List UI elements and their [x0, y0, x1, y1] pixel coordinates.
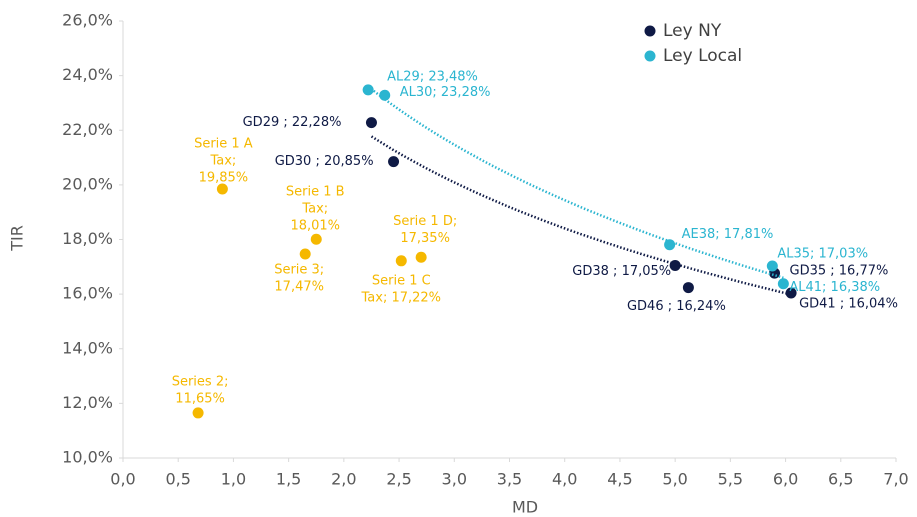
x-tick-label: 3,5: [497, 470, 522, 489]
data-label: 11,65%: [175, 391, 225, 406]
point: [415, 251, 427, 263]
point: [310, 233, 322, 245]
x-tick-label: 1,0: [221, 470, 246, 489]
point: [395, 255, 407, 267]
point: [682, 282, 694, 294]
data-label: Serie 1 D;: [393, 214, 457, 229]
x-tick-label: 4,0: [552, 470, 577, 489]
legend-marker: [644, 25, 656, 37]
data-label: Tax; 17,22%: [361, 290, 442, 305]
point: [362, 84, 374, 96]
data-label: AL29; 23,48%: [387, 69, 478, 84]
y-tick-label: 10,0%: [62, 448, 113, 467]
point: [766, 260, 778, 272]
data-label: AL35; 17,03%: [777, 246, 868, 261]
x-axis-title: MD: [512, 498, 538, 517]
data-label: GD38 ; 17,05%: [572, 264, 671, 279]
point: [388, 156, 400, 168]
data-label: Tax;: [301, 202, 328, 217]
point: [299, 248, 311, 260]
data-label: 17,47%: [274, 279, 324, 294]
data-label: 19,85%: [199, 170, 249, 185]
x-tick-label: 7,0: [883, 470, 908, 489]
data-label: Series 2;: [172, 374, 229, 389]
trendline: [370, 135, 792, 296]
data-label: 18,01%: [290, 219, 340, 234]
y-tick-label: 12,0%: [62, 393, 113, 412]
data-label: AL41; 16,38%: [789, 280, 880, 295]
point: [216, 183, 228, 195]
data-label: GD30 ; 20,85%: [275, 154, 374, 169]
data-label: AL30; 23,28%: [400, 85, 491, 100]
x-tick-label: 6,0: [773, 470, 798, 489]
y-tick-label: 14,0%: [62, 338, 113, 357]
data-label: Tax;: [209, 153, 236, 168]
data-label: Serie 1 A: [194, 136, 253, 151]
data-label: GD41 ; 16,04%: [799, 297, 898, 312]
data-label: GD46 ; 16,24%: [627, 299, 726, 314]
point: [192, 407, 204, 419]
y-tick-label: 24,0%: [62, 65, 113, 84]
data-label: Serie 1 B: [286, 185, 345, 200]
legend-marker: [644, 50, 656, 62]
trendline: [367, 85, 784, 279]
x-tick-label: 2,0: [331, 470, 356, 489]
y-tick-label: 26,0%: [62, 11, 113, 30]
x-tick-label: 5,5: [718, 470, 743, 489]
legend-label: Ley Local: [663, 46, 742, 66]
point: [365, 117, 377, 129]
point: [669, 259, 681, 271]
data-label: Serie 3;: [274, 262, 324, 277]
x-tick-label: 0,0: [110, 470, 135, 489]
x-tick-label: 1,5: [276, 470, 301, 489]
legend-label: Ley NY: [663, 21, 722, 41]
y-axis-title: TIR: [8, 225, 27, 252]
x-tick-label: 2,5: [386, 470, 411, 489]
data-label: GD35 ; 16,77%: [790, 264, 889, 279]
x-tick-label: 4,5: [607, 470, 632, 489]
data-label: GD29 ; 22,28%: [243, 115, 342, 130]
data-label: AE38; 17,81%: [682, 227, 774, 242]
x-tick-label: 0,5: [165, 470, 190, 489]
point: [664, 239, 676, 251]
y-tick-label: 18,0%: [62, 229, 113, 248]
y-tick-label: 22,0%: [62, 120, 113, 139]
data-label: Serie 1 C: [372, 273, 431, 288]
point: [785, 287, 797, 299]
data-label: 17,35%: [400, 231, 450, 246]
y-tick-label: 20,0%: [62, 174, 113, 193]
x-tick-label: 3,0: [442, 470, 467, 489]
y-tick-label: 16,0%: [62, 284, 113, 303]
point: [379, 89, 391, 101]
x-tick-label: 6,5: [828, 470, 853, 489]
x-tick-label: 5,0: [662, 470, 687, 489]
point: [777, 278, 789, 290]
